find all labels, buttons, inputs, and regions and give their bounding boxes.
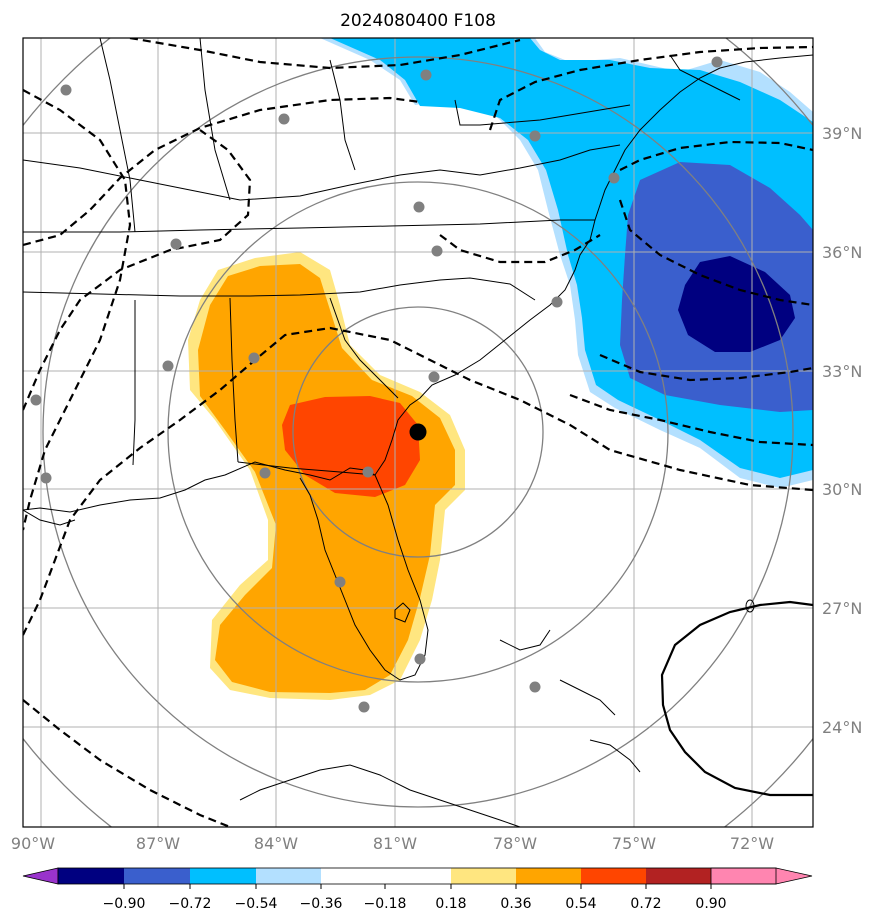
colorbar-segment: [385, 868, 451, 884]
station-marker: [551, 296, 563, 308]
latitude-ticks: 39°N 36°N 33°N 30°N 27°N 24°N: [822, 124, 862, 737]
station-marker: [431, 245, 443, 257]
longitude-ticks: 90°W 87°W 84°W 81°W 78°W 75°W 72°W: [11, 834, 774, 853]
colorbar-segment: [124, 868, 190, 884]
colorbar-segment: [451, 868, 516, 884]
station-marker: [248, 352, 260, 364]
station-marker: [358, 701, 370, 713]
station-marker: [259, 467, 271, 479]
colorbar-tick-label: 0.90: [695, 896, 726, 912]
station-marker: [414, 653, 426, 665]
storm-center-marker: [409, 423, 427, 441]
station-marker: [30, 394, 42, 406]
lon-tick-label: 78°W: [493, 834, 537, 853]
negative-anomaly-region: [320, 38, 813, 488]
station-marker: [529, 681, 541, 693]
dashed-contours: [23, 38, 813, 827]
coastlines-and-borders: [23, 38, 813, 827]
station-marker: [60, 84, 72, 96]
lon-tick-label: 72°W: [730, 834, 774, 853]
colorbar: −0.90 −0.72 −0.54 −0.36 −0.18 0.18 0.36 …: [22, 867, 813, 912]
lon-tick-label: 90°W: [11, 834, 55, 853]
station-marker: [170, 238, 182, 250]
lon-tick-label: 87°W: [136, 834, 180, 853]
colorbar-segment: [256, 868, 321, 884]
lon-tick-label: 81°W: [373, 834, 417, 853]
colorbar-tick-label: −0.36: [300, 896, 343, 912]
lat-tick-label: 33°N: [822, 362, 862, 381]
colorbar-extend-high: [710, 867, 813, 885]
colorbar-tick-label: −0.18: [364, 896, 407, 912]
colorbar-tick-label: 0.36: [500, 896, 531, 912]
station-marker: [278, 113, 290, 125]
station-marker: [334, 576, 346, 588]
colorbar-segment: [58, 868, 124, 884]
colorbar-tick-label: −0.90: [103, 896, 146, 912]
lat-tick-label: 27°N: [822, 599, 862, 618]
station-marker: [413, 201, 425, 213]
station-marker: [608, 172, 620, 184]
solid-contour: [660, 600, 813, 797]
lat-tick-label: 24°N: [822, 718, 862, 737]
station-marker: [428, 371, 440, 383]
station-marker: [362, 466, 374, 478]
lat-tick-label: 30°N: [822, 480, 862, 499]
colorbar-tick-label: 0.72: [630, 896, 661, 912]
station-markers: [30, 56, 723, 713]
colorbar-segment: [581, 868, 646, 884]
lon-tick-label: 84°W: [254, 834, 298, 853]
colorbar-tick-label: −0.54: [235, 896, 278, 912]
colorbar-segment: [321, 868, 385, 884]
station-marker: [711, 56, 723, 68]
colorbar-segment: [646, 868, 711, 884]
graticule: [23, 38, 813, 827]
colorbar-segment: [190, 868, 256, 884]
lat-tick-label: 36°N: [822, 243, 862, 262]
figure-title: 2024080400 F108: [340, 11, 496, 31]
station-marker: [40, 472, 52, 484]
lat-tick-label: 39°N: [822, 124, 862, 143]
colorbar-tick-label: 0.54: [565, 896, 596, 912]
colorbar-tick-label: 0.18: [435, 896, 466, 912]
colorbar-segment: [516, 868, 581, 884]
colorbar-tick-label: −0.72: [169, 896, 212, 912]
station-marker: [162, 360, 174, 372]
colorbar-extend-low: [22, 867, 59, 885]
station-marker: [420, 69, 432, 81]
station-marker: [529, 130, 541, 142]
lon-tick-label: 75°W: [612, 834, 656, 853]
map-frame: [22, 37, 814, 828]
